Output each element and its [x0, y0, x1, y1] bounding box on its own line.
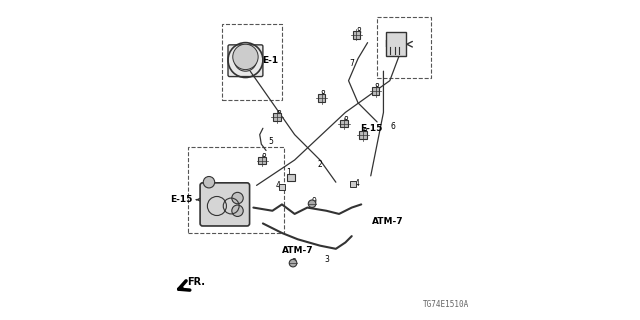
Bar [259, 157, 266, 164]
Bar [350, 181, 356, 187]
Text: FR.: FR. [179, 277, 205, 290]
Text: 8: 8 [375, 83, 380, 92]
Bar [359, 132, 367, 139]
Text: 8: 8 [276, 109, 281, 118]
Bar [340, 120, 348, 127]
Text: 9: 9 [292, 258, 296, 267]
Bar [372, 87, 380, 95]
Text: 8: 8 [320, 91, 325, 100]
Bar [318, 94, 325, 102]
Circle shape [233, 44, 258, 69]
Text: E-1: E-1 [262, 56, 278, 65]
Text: 8: 8 [262, 153, 266, 162]
Bar [273, 113, 281, 121]
Bar [353, 31, 360, 38]
Circle shape [289, 259, 297, 267]
Text: 3: 3 [324, 255, 329, 264]
FancyBboxPatch shape [228, 45, 263, 76]
Text: E-8: E-8 [384, 40, 400, 49]
Text: 2: 2 [317, 160, 323, 169]
Text: ATM-7: ATM-7 [282, 246, 314, 255]
Circle shape [204, 177, 214, 188]
Text: ATM-7: ATM-7 [372, 217, 404, 226]
Text: 8: 8 [356, 27, 361, 36]
Text: 4: 4 [355, 179, 359, 188]
Text: 7: 7 [349, 59, 354, 68]
Circle shape [232, 192, 243, 204]
FancyBboxPatch shape [200, 183, 250, 226]
Text: E-15: E-15 [170, 195, 193, 204]
Text: TG74E1510A: TG74E1510A [423, 300, 469, 309]
Text: 8: 8 [362, 128, 367, 137]
Bar [287, 174, 294, 180]
Text: 4: 4 [276, 181, 280, 190]
Text: 9: 9 [311, 197, 316, 206]
Circle shape [232, 205, 243, 216]
Bar [279, 184, 285, 190]
Circle shape [308, 200, 316, 208]
Text: 6: 6 [390, 122, 396, 131]
Text: 5: 5 [268, 137, 273, 146]
FancyBboxPatch shape [386, 32, 406, 56]
Text: 8: 8 [343, 116, 348, 125]
Text: E-15: E-15 [360, 124, 382, 133]
Text: 1: 1 [286, 168, 291, 177]
